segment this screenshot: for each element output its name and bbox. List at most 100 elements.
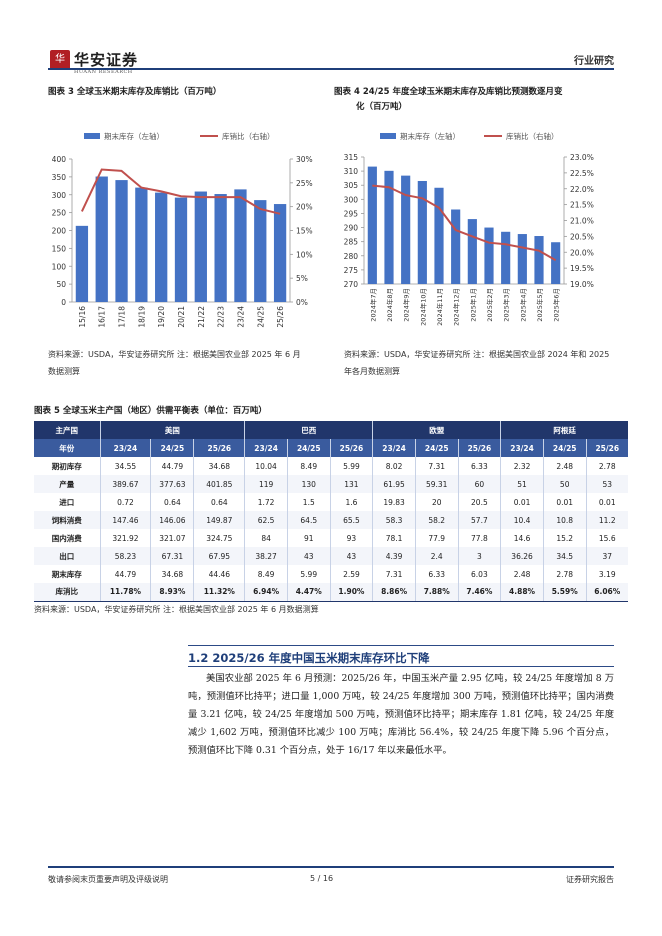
chart-ending-stocks: 期末库存（左轴） 库销比（右轴） 0 50 100 150 200 250 300 350 400 0… (40, 122, 326, 344)
table-cell: 61.95 (372, 475, 416, 493)
table-cell: 58.2 (415, 511, 459, 529)
table-cell: 2.48 (543, 457, 587, 475)
table-cell: 0.01 (598, 497, 616, 507)
table-cell: 50 (543, 475, 587, 493)
y-tick-label-left: 350 (52, 173, 67, 182)
table-cell: 3 (458, 547, 502, 565)
chart-monthly-forecast: 期末库存（左轴） 库销比（右轴） 270 275 280 285 290 295 300 305 3… (332, 122, 622, 344)
x-tick-label: 2025年4月 (518, 288, 527, 322)
header-divider (48, 68, 614, 70)
x-tick-label: 2025年2月 (485, 288, 494, 322)
ratio-series-line (80, 168, 281, 215)
table-cell: 15.6 (598, 533, 616, 543)
table-cell: 6.03 (458, 565, 502, 583)
table-cell: 2.4 (415, 547, 459, 565)
footer-divider (48, 866, 614, 868)
table-cell: 147.46 (100, 511, 152, 529)
x-tick-label: 2024年11月 (435, 288, 444, 326)
section-paragraph: 美国农业部 2025 年 6 月预测：2025/26 年，中国玉米产量 2.95… (188, 673, 614, 756)
table-cell: 8.02 (372, 457, 416, 475)
table-cell: 67.95 (193, 547, 246, 565)
table-year-cell: 23/24 (244, 439, 288, 457)
table-header-cell: 美国 (100, 421, 246, 439)
table-row-label: 库消比 (34, 583, 101, 602)
chart-bar (401, 175, 411, 284)
figure4-source: 资料来源：USDA，华安证券研究所 注：根据美国农业部 2024 年和 2025… (344, 350, 610, 376)
y-tick-label-left: 315 (344, 153, 359, 162)
y-tick-label-left: 270 (344, 280, 359, 289)
table-header-cell: 欧盟 (372, 421, 502, 439)
x-tick-label: 2025年5月 (535, 288, 544, 322)
chart-bar (174, 197, 188, 302)
x-tick-label: 25/26 (276, 306, 285, 328)
table-cell: 0.01 (543, 493, 587, 511)
table-year-cell: 25/26 (330, 439, 374, 457)
logo-name: 华安证券 (74, 51, 139, 69)
y-tick-label-left: 300 (52, 191, 67, 200)
table-cell: 15.2 (543, 529, 587, 547)
y-tick-label-right: 19.0% (570, 280, 594, 289)
table-header-cell: 巴西 (244, 421, 374, 439)
x-tick-label: 15/16 (78, 306, 87, 328)
table-cell: 2.59 (330, 565, 374, 583)
x-tick-label: 22/23 (217, 306, 226, 328)
ratio-series-line (372, 184, 557, 262)
table-year-cell: 25/26 (458, 439, 502, 457)
table-cell: 34.68 (150, 565, 195, 583)
table-cell: 0.64 (193, 493, 246, 511)
table-cell: 2.48 (500, 565, 544, 583)
table-cell: 84 (244, 529, 288, 547)
y-tick-label-left: 400 (52, 155, 67, 164)
figure4-title-line1: 图表 4 24/25 年度全球玉米期末库存及库销比预测数逐月变 (334, 87, 563, 97)
table-cell: 8.49 (244, 565, 288, 583)
table-row: 进口 0.72 0.64 0.64 1.72 1.5 1.6 19.83 20 20.5 0.01 0… (34, 493, 628, 511)
table-cell: 44.79 (150, 457, 195, 475)
chart-bar (234, 189, 247, 302)
chart-bar (467, 219, 477, 284)
figure4-title-line2: 化（百万吨） (356, 102, 408, 112)
x-tick-label: 18/19 (137, 306, 146, 328)
figure4-title: 图表 4 24/25 年度全球玉米期末库存及库销比预测数逐月变 化（百万吨） (334, 85, 624, 115)
y-tick-label-right: 0% (296, 298, 308, 307)
y-tick-label-left: 200 (52, 227, 67, 236)
x-tick-label: 2025年6月 (552, 288, 561, 322)
chart-bar (367, 166, 377, 284)
x-tick-label: 2025年1月 (468, 288, 477, 322)
y-tick-label-left: 305 (344, 181, 359, 190)
table-cell: 67.31 (150, 547, 195, 565)
x-tick-label: 2024年12月 (452, 288, 461, 326)
table-cell: 7.46% (458, 583, 502, 602)
table-cell: 43 (330, 547, 374, 565)
table-row: 库消比 11.78% 8.93% 11.32% 6.94% 4.47% 1.90% 8.86%… (34, 583, 628, 602)
table-cell: 77.8 (458, 529, 502, 547)
x-tick-label: 2024年7月 (368, 288, 377, 322)
y-tick-label-left: 100 (52, 262, 67, 271)
chart2-svg: 期末库存（左轴） 库销比（右轴） 270 275 280 285 290 295 300 305 3… (344, 131, 594, 326)
table-cell: 43 (287, 547, 331, 565)
table-cell: 37 (602, 551, 613, 561)
y-tick-label-left: 280 (344, 252, 359, 261)
table-cell: 58.3 (372, 511, 416, 529)
y-tick-label-left: 300 (344, 195, 359, 204)
chart-bar (501, 231, 511, 284)
table-row-label: 国内消费 (34, 529, 101, 547)
y-tick-label-right: 23.0% (570, 153, 594, 162)
y-tick-label-right: 5% (296, 274, 308, 283)
chart-bar (551, 242, 561, 284)
table-row-label: 产量 (34, 475, 101, 493)
chart-bar (95, 176, 108, 302)
table-cell: 44.46 (193, 565, 246, 583)
table-cell: 5.59% (543, 583, 587, 602)
x-tick-label: 2024年10月 (418, 288, 427, 326)
table-cell: 60 (458, 475, 502, 493)
table-year-cell: 24/25 (287, 439, 331, 457)
table-cell: 5.99 (330, 457, 374, 475)
table-cell: 10.8 (543, 511, 587, 529)
chart-bar (484, 227, 494, 284)
table-cell: 6.33 (415, 565, 459, 583)
table-body: 期初库存 34.55 44.79 34.68 10.04 8.49 5.99 8.02 7.31… (34, 457, 628, 602)
y-tick-label-left: 310 (344, 167, 359, 176)
table-cell: 4.88% (500, 583, 544, 602)
legend-label: 库销比（右轴） (506, 131, 559, 141)
table-cell: 58.23 (100, 547, 152, 565)
